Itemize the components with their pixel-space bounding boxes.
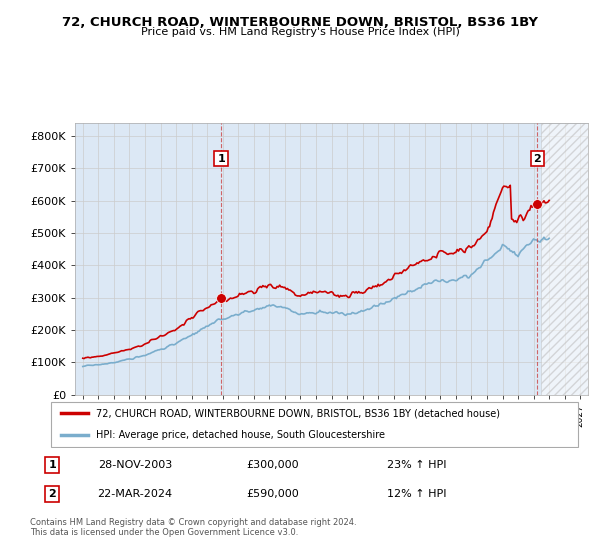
Text: 1: 1 bbox=[48, 460, 56, 470]
Text: 2: 2 bbox=[48, 489, 56, 498]
Text: 12% ↑ HPI: 12% ↑ HPI bbox=[386, 489, 446, 498]
Text: 72, CHURCH ROAD, WINTERBOURNE DOWN, BRISTOL, BS36 1BY (detached house): 72, CHURCH ROAD, WINTERBOURNE DOWN, BRIS… bbox=[96, 408, 500, 418]
Text: HPI: Average price, detached house, South Gloucestershire: HPI: Average price, detached house, Sout… bbox=[96, 430, 385, 440]
Text: 1: 1 bbox=[217, 153, 225, 164]
Bar bbox=[541, 123, 588, 395]
Text: 72, CHURCH ROAD, WINTERBOURNE DOWN, BRISTOL, BS36 1BY: 72, CHURCH ROAD, WINTERBOURNE DOWN, BRIS… bbox=[62, 16, 538, 29]
Text: 28-NOV-2003: 28-NOV-2003 bbox=[98, 460, 172, 470]
Text: 2: 2 bbox=[533, 153, 541, 164]
Text: £590,000: £590,000 bbox=[247, 489, 299, 498]
Text: 23% ↑ HPI: 23% ↑ HPI bbox=[386, 460, 446, 470]
Text: 22-MAR-2024: 22-MAR-2024 bbox=[97, 489, 172, 498]
FancyBboxPatch shape bbox=[50, 402, 578, 446]
Text: £300,000: £300,000 bbox=[247, 460, 299, 470]
Text: Contains HM Land Registry data © Crown copyright and database right 2024.
This d: Contains HM Land Registry data © Crown c… bbox=[30, 518, 356, 538]
Text: Price paid vs. HM Land Registry's House Price Index (HPI): Price paid vs. HM Land Registry's House … bbox=[140, 27, 460, 37]
